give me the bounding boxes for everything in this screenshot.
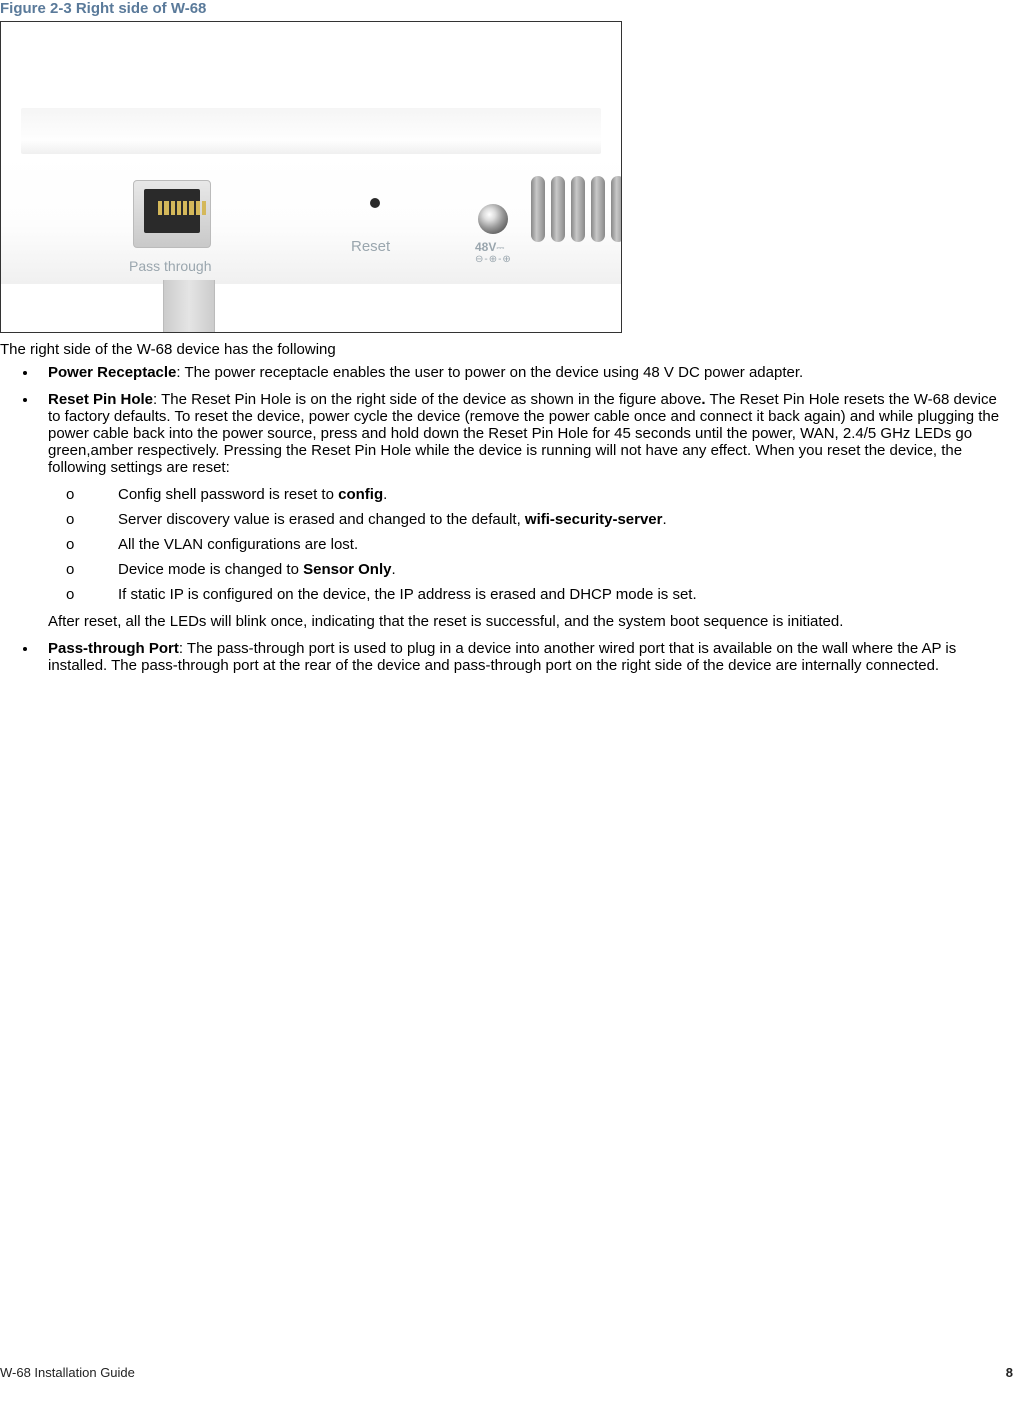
rj45-port-icon — [133, 180, 211, 248]
device-body — [0, 154, 622, 284]
pass-text: : The pass-through port is used to plug … — [48, 640, 956, 674]
bullet-pass-through-port: Pass-through Port: The pass-through port… — [38, 640, 1013, 674]
sub-item-3: oAll the VLAN configurations are lost. — [92, 536, 1013, 553]
footer-page-number: 8 — [1006, 1365, 1013, 1380]
pass-title: Pass-through Port — [48, 640, 179, 657]
figure-image: Pass through Reset 48V⎓ ⊖-⊕-⊕ — [0, 21, 622, 333]
sub-item-5: oIf static IP is configured on the devic… — [92, 586, 1013, 603]
page-footer: W-68 Installation Guide 8 — [0, 1365, 1013, 1380]
power-text: : The power receptacle enables the user … — [176, 364, 803, 381]
reset-pinhole-icon — [370, 198, 380, 208]
device-top-edge — [21, 108, 601, 154]
reset-title: Reset Pin Hole — [48, 391, 153, 408]
reset-sub-list: oConfig shell password is reset to confi… — [48, 486, 1013, 603]
rj45-tab-icon — [163, 280, 215, 333]
footer-left: W-68 Installation Guide — [0, 1365, 135, 1380]
power-title: Power Receptacle — [48, 364, 176, 381]
sub-item-2: oServer discovery value is erased and ch… — [92, 511, 1013, 528]
label-pass-through: Pass through — [129, 258, 212, 274]
sub-item-4: oDevice mode is changed to Sensor Only. — [92, 561, 1013, 578]
label-voltage: 48V⎓ — [475, 240, 504, 254]
power-jack-icon — [478, 204, 508, 234]
figure-caption: Figure 2-3 Right side of W-68 — [0, 0, 1013, 17]
label-reset: Reset — [351, 238, 390, 255]
reset-text-before: : The Reset Pin Hole is on the right sid… — [153, 391, 701, 408]
bullet-reset-pin-hole: Reset Pin Hole: The Reset Pin Hole is on… — [38, 391, 1013, 630]
intro-text: The right side of the W-68 device has th… — [0, 341, 1013, 358]
bullet-power-receptacle: Power Receptacle: The power receptacle e… — [38, 364, 1013, 381]
sub-item-1: oConfig shell password is reset to confi… — [92, 486, 1013, 503]
label-polarity: ⊖-⊕-⊕ — [475, 254, 512, 265]
after-reset-text: After reset, all the LEDs will blink onc… — [48, 613, 1013, 630]
main-bullet-list: Power Receptacle: The power receptacle e… — [0, 364, 1013, 674]
vent-slots-icon — [531, 176, 622, 242]
